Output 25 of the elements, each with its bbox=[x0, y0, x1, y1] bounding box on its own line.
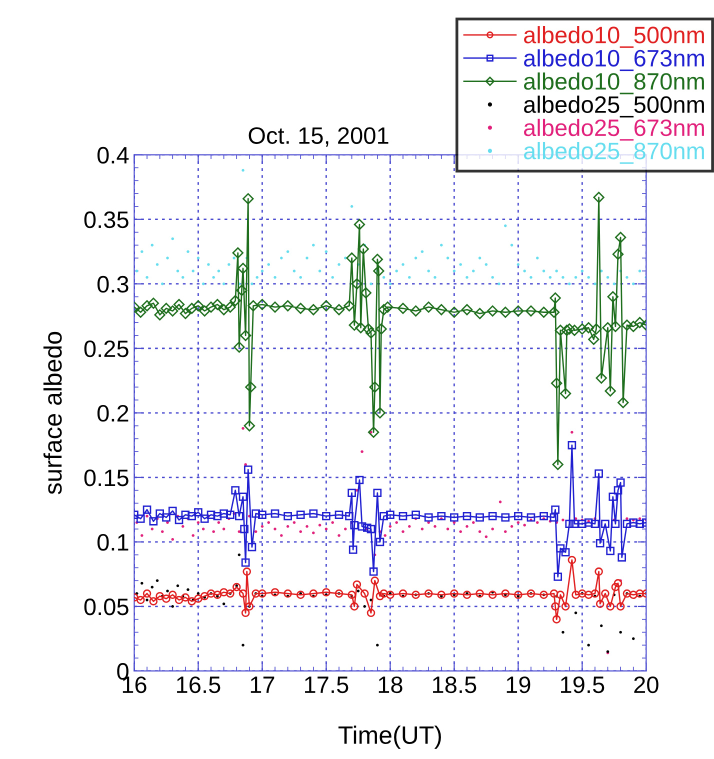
y-tick-label: 0.2 bbox=[97, 404, 128, 422]
x-tick-label: 17 bbox=[250, 676, 274, 693]
legend-label: albedo10_500nm bbox=[524, 26, 704, 48]
x-tick-label: 20 bbox=[634, 676, 658, 694]
x-tick-label: 19.5 bbox=[561, 676, 604, 694]
y-tick-label: 0.05 bbox=[84, 598, 128, 616]
y-tick-label: 0.35 bbox=[84, 211, 128, 228]
legend-label: albedo10_673nm bbox=[524, 49, 704, 72]
y-tick-label: 0.15 bbox=[84, 469, 128, 486]
legend-label: albedo25_673nm bbox=[524, 118, 704, 141]
y-tick-label: 0.25 bbox=[84, 340, 128, 358]
text: albedo25_870nm bbox=[524, 142, 704, 164]
x-tick-label: 19 bbox=[506, 676, 530, 694]
x-tick-label: 16.5 bbox=[177, 676, 220, 694]
x-tick-label: 18.5 bbox=[433, 676, 476, 694]
y-tick-label: 0.4 bbox=[97, 146, 129, 164]
chart-title: Oct. 15, 2001 bbox=[248, 127, 388, 147]
x-tick-label: 17.5 bbox=[305, 676, 348, 694]
y-tick-label: 0.1 bbox=[97, 534, 128, 551]
x-tick-label: 18 bbox=[378, 676, 402, 694]
y-tick-label: 0.3 bbox=[97, 276, 128, 293]
y-axis-title: surface albedo bbox=[43, 332, 62, 494]
legend-label: albedo10_870nm bbox=[524, 72, 704, 94]
legend-label: albedo25_500nm bbox=[524, 96, 704, 118]
x-axis-title: Time(UT) bbox=[338, 726, 441, 749]
